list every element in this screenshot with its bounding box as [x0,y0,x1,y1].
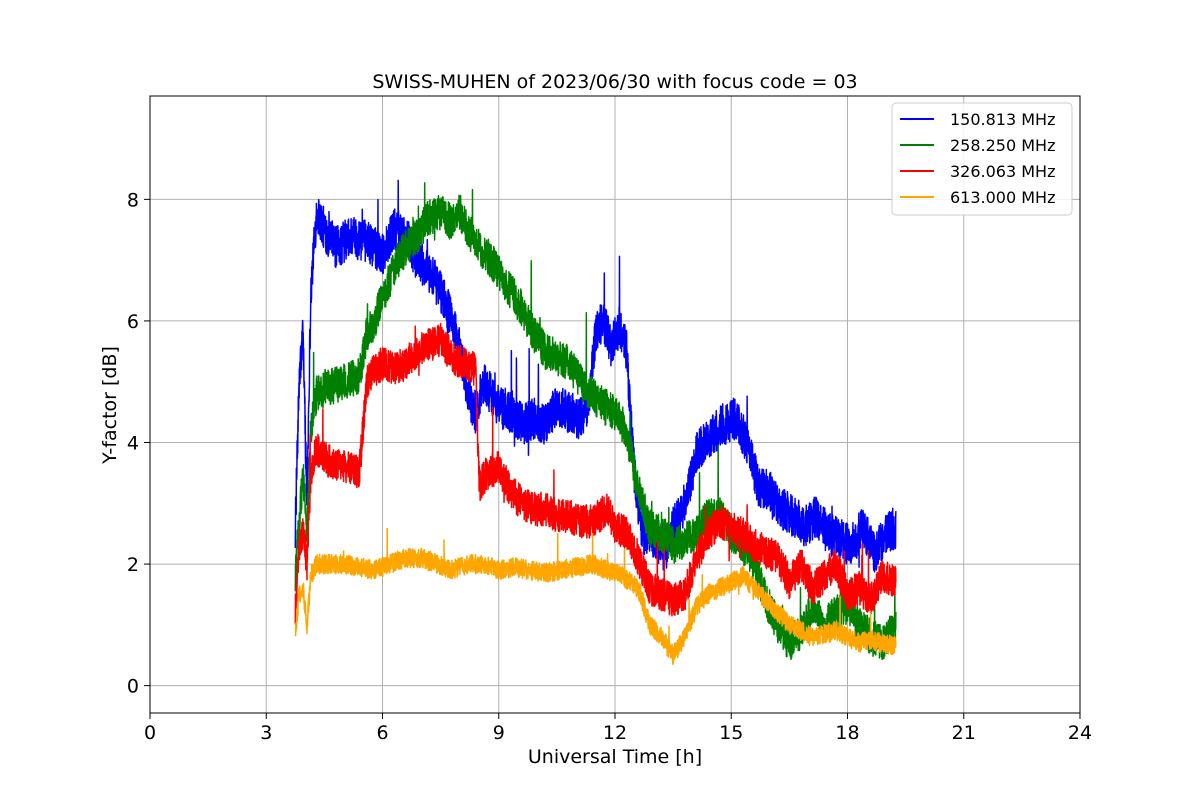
legend-box [891,102,1073,216]
x-tick-label: 18 [835,722,859,744]
y-axis-label: Y-factor [dB] [99,346,121,465]
y-tick-label: 4 [127,432,139,454]
x-tick-label: 12 [603,722,627,744]
legend-label: 613.000 MHz [950,188,1055,207]
y-tick-label: 0 [127,676,139,698]
y-tick-label: 8 [127,189,139,211]
series-line [294,182,897,661]
x-axis-label: Universal Time [h] [528,746,702,768]
x-tick-label: 3 [260,722,272,744]
chart-title: SWISS-MUHEN of 2023/06/30 with focus cod… [372,71,857,93]
legend: 150.813 MHz 258.250 MHz 326.063 MHz 613.000… [891,102,1073,216]
x-tick-label: 6 [376,722,388,744]
x-tick-label: 0 [144,722,156,744]
series-line [294,322,897,625]
series-line [294,179,897,573]
x-tick-label: 21 [952,722,976,744]
series-line [294,527,897,666]
y-tick-label: 2 [127,554,139,576]
x-axis: 0 3 6 9 12 15 18 21 24 [144,713,1092,744]
series-layer [294,179,897,666]
x-tick-label: 15 [719,722,743,744]
y-tick-label: 6 [127,311,139,333]
x-tick-label: 9 [493,722,505,744]
legend-label: 326.063 MHz [950,162,1055,181]
legend-label: 258.250 MHz [950,136,1055,155]
x-tick-label: 24 [1068,722,1092,744]
legend-label: 150.813 MHz [950,110,1055,129]
y-axis: 0 2 4 6 8 [127,189,150,698]
